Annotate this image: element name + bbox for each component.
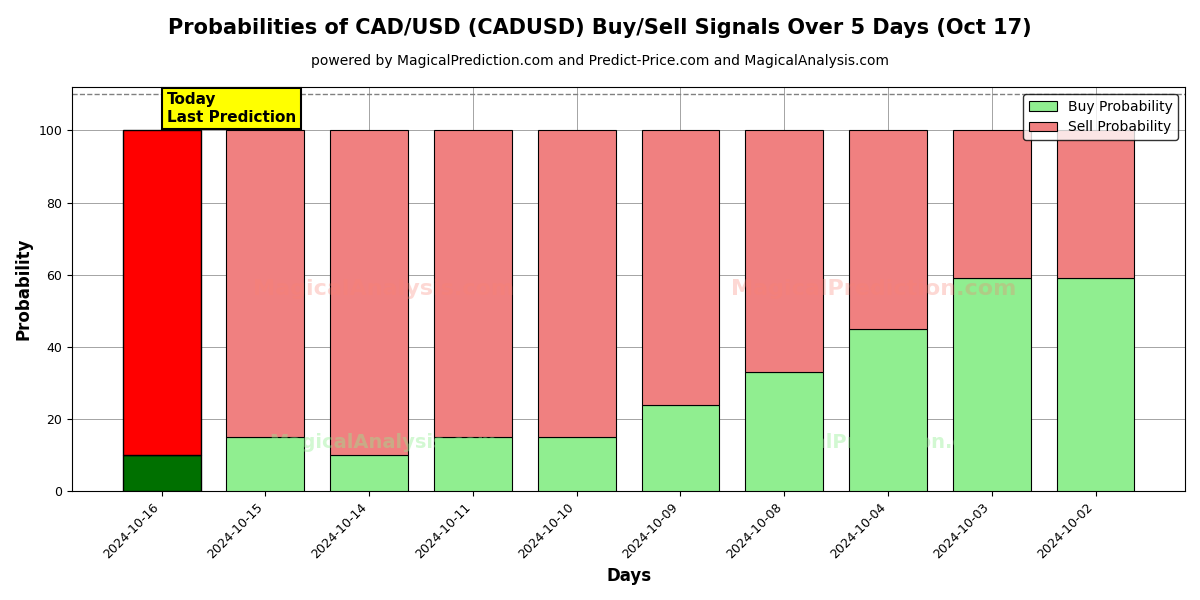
- Bar: [953, 278, 1031, 491]
- Bar: [1056, 278, 1134, 491]
- Text: powered by MagicalPrediction.com and Predict-Price.com and MagicalAnalysis.com: powered by MagicalPrediction.com and Pre…: [311, 54, 889, 68]
- Bar: [122, 130, 200, 455]
- Bar: [642, 404, 719, 491]
- Bar: [538, 130, 616, 437]
- Bar: [642, 130, 719, 404]
- Bar: [850, 130, 926, 329]
- Text: MagicalAnalysis.com: MagicalAnalysis.com: [270, 433, 498, 452]
- Bar: [745, 372, 823, 491]
- Text: MagicalAnalysis.com: MagicalAnalysis.com: [253, 279, 515, 299]
- Legend: Buy Probability, Sell Probability: Buy Probability, Sell Probability: [1024, 94, 1178, 140]
- Bar: [850, 329, 926, 491]
- Bar: [1056, 130, 1134, 278]
- Text: MagicalPrediction.com: MagicalPrediction.com: [731, 279, 1016, 299]
- Text: Today
Last Prediction: Today Last Prediction: [167, 92, 296, 125]
- Bar: [434, 130, 512, 437]
- Bar: [330, 455, 408, 491]
- X-axis label: Days: Days: [606, 567, 652, 585]
- Bar: [227, 130, 305, 437]
- Text: MagicalPrediction.com: MagicalPrediction.com: [749, 433, 998, 452]
- Bar: [330, 130, 408, 455]
- Y-axis label: Probability: Probability: [16, 238, 34, 340]
- Bar: [227, 437, 305, 491]
- Bar: [538, 437, 616, 491]
- Text: Probabilities of CAD/USD (CADUSD) Buy/Sell Signals Over 5 Days (Oct 17): Probabilities of CAD/USD (CADUSD) Buy/Se…: [168, 18, 1032, 38]
- Bar: [953, 130, 1031, 278]
- Bar: [434, 437, 512, 491]
- Bar: [122, 455, 200, 491]
- Bar: [745, 130, 823, 372]
